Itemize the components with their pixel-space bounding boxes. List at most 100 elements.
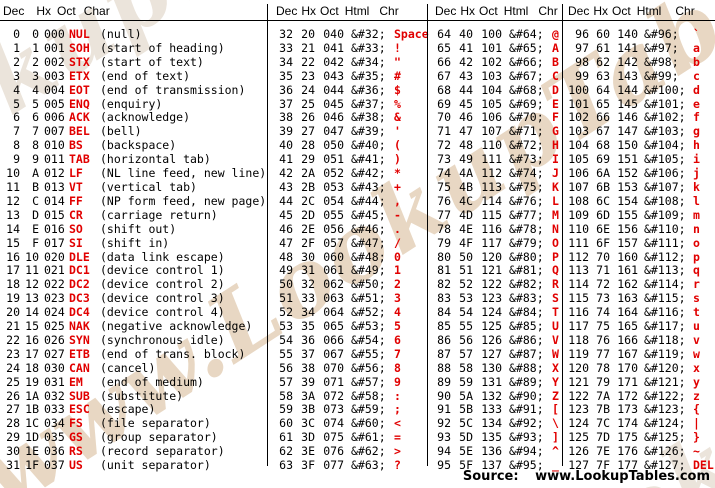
oct-cell: 070 xyxy=(323,360,344,375)
ascii-row: 96 60 140 &#96; ` xyxy=(563,27,715,42)
dec-cell: 104 xyxy=(568,138,589,153)
oct-cell: 027 xyxy=(44,346,65,361)
ascii-row: 119 77 167 &#119; w xyxy=(563,346,715,362)
oct-cell: 032 xyxy=(44,388,65,403)
hx-cell: 10 xyxy=(25,249,39,264)
dec-cell: 12 xyxy=(6,193,20,208)
hx-cell: 51 xyxy=(459,263,473,278)
desc-cell: (device control 2) xyxy=(100,277,225,292)
chr-cell: n xyxy=(693,221,700,236)
html-cell: &#78; xyxy=(509,221,544,236)
column-header: Dec xyxy=(276,4,298,18)
ascii-row: 87 57 127 &#87; W xyxy=(428,346,562,362)
hx-cell: 27 xyxy=(301,124,315,139)
hx-cell: 6E xyxy=(596,221,610,236)
oct-cell: 033 xyxy=(44,402,65,417)
html-cell: &#70; xyxy=(509,110,544,125)
hx-cell: 3B xyxy=(301,402,315,417)
ascii-row: 51 33 063 &#51; 3 xyxy=(268,291,427,306)
chr-cell: | xyxy=(693,416,700,431)
dec-cell: 88 xyxy=(437,360,451,375)
oct-cell: 133 xyxy=(481,402,502,417)
ascii-row: 20 14 024 DC4 (device control 4) xyxy=(0,305,267,320)
dec-cell: 35 xyxy=(279,68,293,83)
html-cell: &#86; xyxy=(509,332,544,347)
html-cell: &#89; xyxy=(509,374,544,389)
hx-cell: 20 xyxy=(301,27,315,41)
chr-cell: Q xyxy=(552,263,559,278)
ascii-row: 27 1B 033 ESC (escape) xyxy=(0,403,267,417)
hx-cell: 47 xyxy=(459,124,473,139)
hx-cell: 43 xyxy=(459,68,473,83)
chr-cell: @ xyxy=(552,27,559,41)
dec-cell: 44 xyxy=(279,193,293,208)
dec-cell: 96 xyxy=(575,27,589,41)
hx-cell: 3E xyxy=(301,444,315,459)
ascii-row: 105 69 151 &#105; i xyxy=(563,152,715,167)
dec-cell: 55 xyxy=(279,346,293,361)
column-header: Chr xyxy=(538,4,558,18)
hx-cell: 7 xyxy=(32,124,39,139)
hx-cell: 6C xyxy=(596,193,610,208)
dec-cell: 22 xyxy=(6,332,20,347)
oct-cell: 143 xyxy=(617,68,638,83)
chr-cell: H xyxy=(552,138,559,153)
desc-cell: (NP form feed, new page) xyxy=(100,193,267,208)
oct-cell: 173 xyxy=(617,402,638,417)
dec-cell: 99 xyxy=(575,68,589,83)
desc-cell: (bell) xyxy=(100,124,142,139)
html-cell: &#94; xyxy=(509,444,544,459)
oct-cell: 115 xyxy=(481,207,502,222)
html-cell: &#115; xyxy=(644,291,686,306)
html-cell: &#52; xyxy=(351,305,386,320)
dec-cell: 54 xyxy=(279,332,293,347)
ascii-row: 93 5D 135 &#93;] xyxy=(428,430,562,445)
chr-cell: X xyxy=(552,360,559,375)
desc-cell: (enquiry) xyxy=(100,96,163,111)
hx-cell: 78 xyxy=(596,360,610,375)
html-cell: &#58; xyxy=(351,388,386,403)
char-cell: BEL xyxy=(69,124,90,139)
column-header: Html xyxy=(503,4,529,18)
hx-cell: 70 xyxy=(596,249,610,264)
desc-cell: (backspace) xyxy=(100,138,177,153)
ascii-row: 54 36 066 &#54; 6 xyxy=(268,332,427,348)
html-cell: &#41; xyxy=(351,152,386,167)
dec-cell: 116 xyxy=(568,305,589,320)
desc-cell: (end of medium) xyxy=(100,374,204,389)
chr-cell: E xyxy=(552,96,559,111)
oct-cell: 135 xyxy=(481,430,502,445)
chr-cell: * xyxy=(394,166,401,181)
oct-cell: 034 xyxy=(44,416,65,431)
ascii-row: 46 2E 056 &#46;. xyxy=(268,222,427,237)
chr-cell: w xyxy=(693,346,700,361)
hx-cell: 1D xyxy=(25,430,39,445)
html-cell: &#62; xyxy=(351,444,386,459)
chr-cell: a xyxy=(693,40,700,55)
dec-cell: 97 xyxy=(575,40,589,55)
ascii-row: 80 50 120 &#80; P xyxy=(428,250,562,265)
html-cell: &#72; xyxy=(509,138,544,153)
dec-cell: 81 xyxy=(437,263,451,278)
ascii-row: 13 D 015 CR (carriage return) xyxy=(0,207,267,223)
ascii-row: 102 66 146 &#102; f xyxy=(563,111,715,125)
hx-cell: 24 xyxy=(301,82,315,97)
dec-cell: 13 xyxy=(6,207,20,222)
hx-cell: 62 xyxy=(596,54,610,69)
hx-cell: 11 xyxy=(25,263,39,278)
dec-cell: 71 xyxy=(437,124,451,139)
hx-cell: C xyxy=(32,193,39,208)
oct-cell: 137 xyxy=(481,458,502,473)
oct-cell: 004 xyxy=(44,82,65,97)
oct-cell: 152 xyxy=(617,166,638,181)
hx-cell: 57 xyxy=(459,346,473,361)
dec-cell: 29 xyxy=(6,430,20,445)
ascii-row: 35 23 043 &#35; # xyxy=(268,68,427,84)
ascii-row: 90 5A 132 &#90; Z xyxy=(428,389,562,404)
dec-cell: 36 xyxy=(279,82,293,97)
html-cell: &#92; xyxy=(509,416,544,431)
chr-cell: & xyxy=(394,110,401,125)
char-cell: DC2 xyxy=(69,277,90,292)
ascii-table: Dec Hx Oct Char 0 0 000 NUL (null) 1 1 001 SOH (start… xyxy=(0,4,715,472)
char-cell: VT xyxy=(69,179,83,194)
